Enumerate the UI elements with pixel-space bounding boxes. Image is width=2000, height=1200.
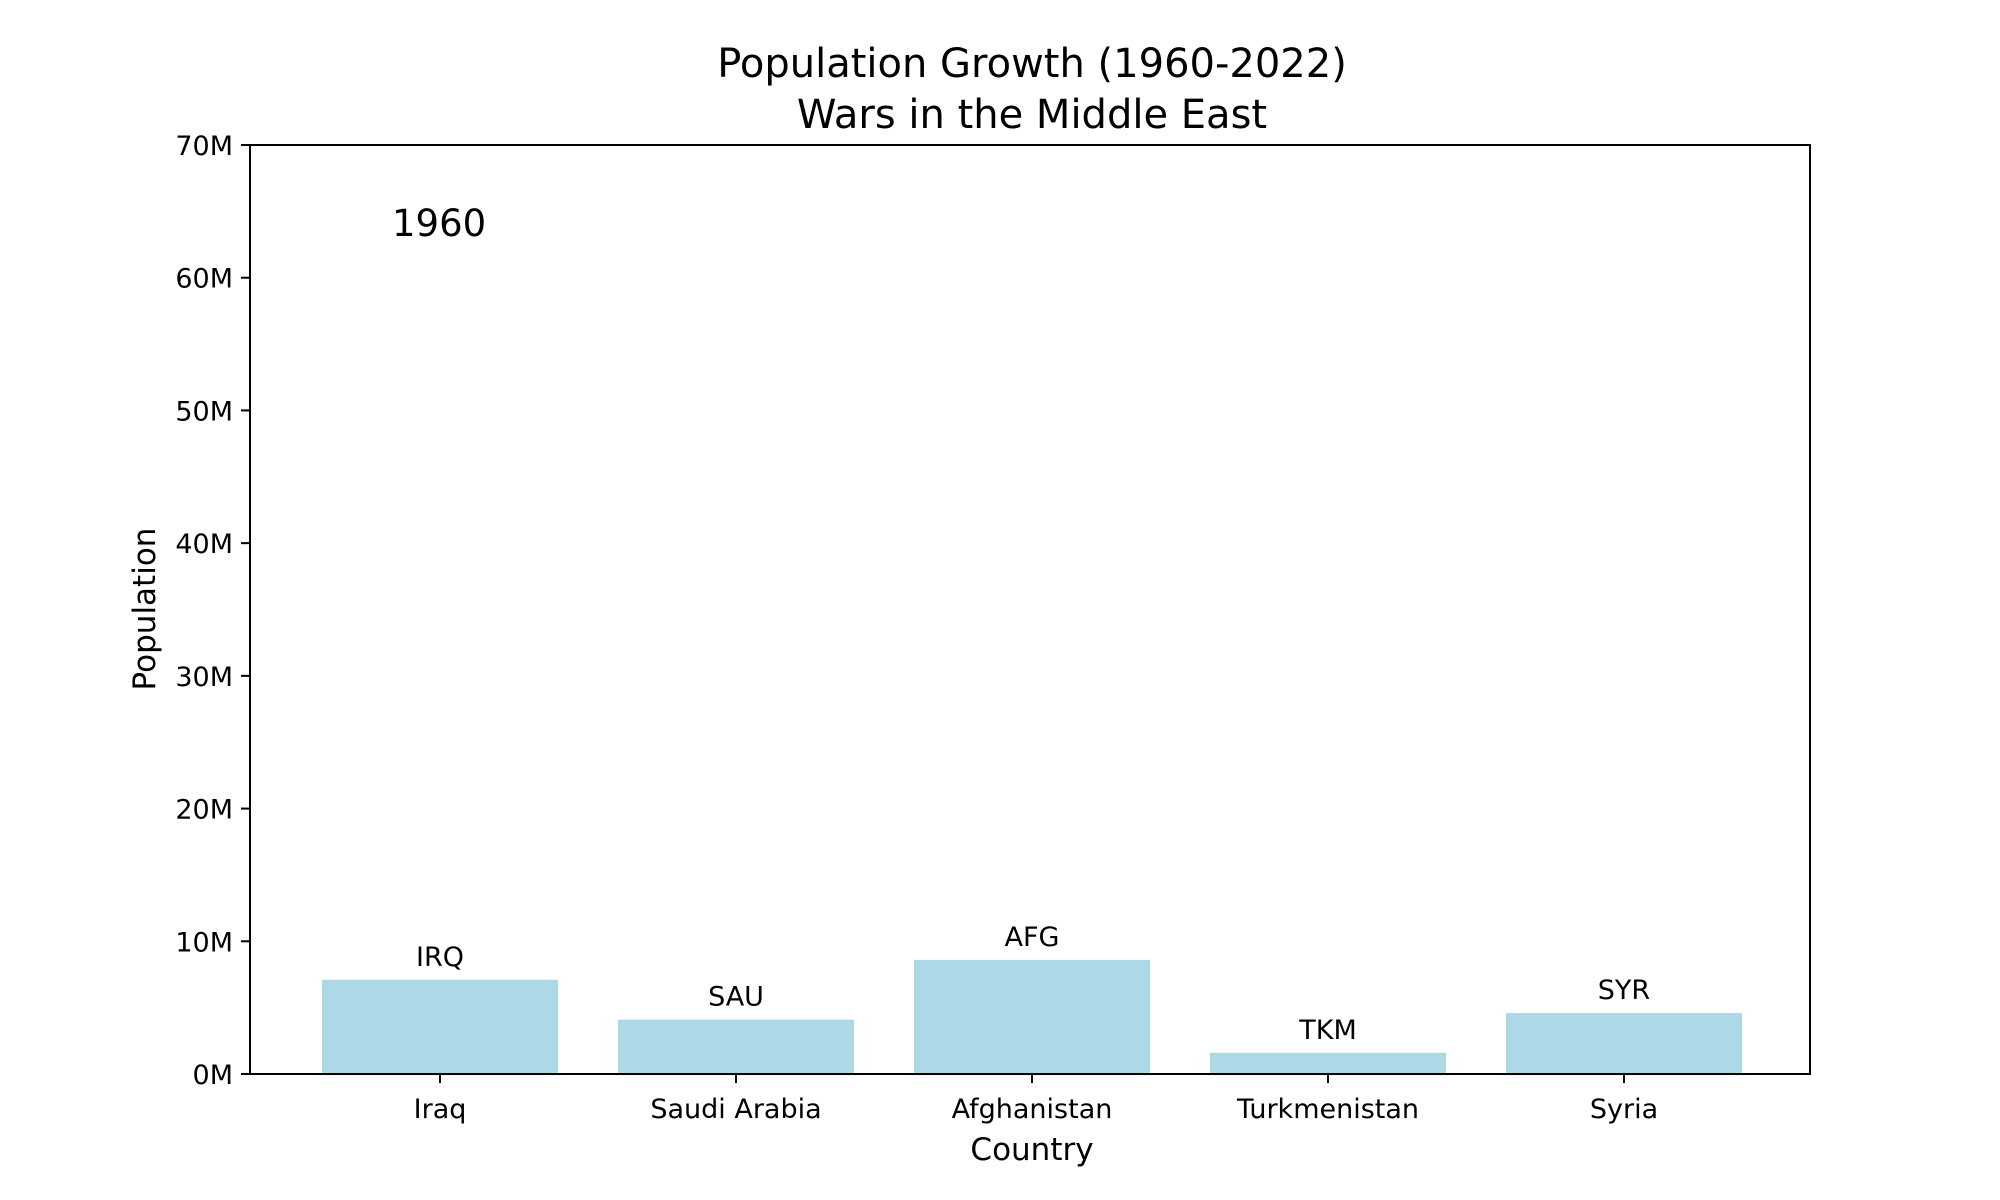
y-tick-label: 30M <box>175 662 233 693</box>
bar-code-label: SAU <box>708 982 764 1013</box>
bars-layer: IRQ SAU AFG TKM SYR <box>322 922 1742 1074</box>
chart-subtitle: Wars in the Middle East <box>797 92 1267 138</box>
bar-syr <box>1506 1012 1742 1074</box>
bar-afg <box>914 959 1150 1074</box>
bar-code-label: SYR <box>1598 975 1650 1006</box>
x-tick-label: Afghanistan <box>952 1094 1113 1125</box>
x-tick-label: Syria <box>1590 1094 1658 1125</box>
y-tick-label: 20M <box>175 795 233 826</box>
y-axis-label: Population <box>127 528 163 691</box>
x-tick-label: Iraq <box>414 1094 467 1125</box>
y-axis: 0M 10M 20M 30M 40M 50M 60M 70M <box>175 131 250 1091</box>
x-tick-label: Turkmenistan <box>1236 1094 1419 1125</box>
bar-irq <box>322 979 558 1074</box>
y-tick-label: 40M <box>175 529 233 560</box>
bar-code-label: IRQ <box>416 942 464 973</box>
y-tick-label: 10M <box>175 927 233 958</box>
y-tick-label: 50M <box>175 396 233 427</box>
y-tick-label: 60M <box>175 264 233 295</box>
year-annotation: 1960 <box>392 202 486 245</box>
plot-frame <box>249 144 1811 1075</box>
chart-title: Population Growth (1960-2022) <box>717 41 1347 87</box>
bar-code-label: AFG <box>1005 922 1060 953</box>
x-tick-label: Saudi Arabia <box>650 1094 821 1125</box>
bar-tkm <box>1210 1052 1446 1074</box>
x-axis: Iraq Saudi Arabia Afghanistan Turkmenistan S… <box>414 1074 1658 1125</box>
bar-code-label: TKM <box>1298 1015 1357 1046</box>
bar-sau <box>618 1019 854 1074</box>
y-tick-label: 0M <box>193 1060 233 1091</box>
y-tick-label: 70M <box>175 131 233 162</box>
x-axis-label: Country <box>970 1132 1093 1168</box>
